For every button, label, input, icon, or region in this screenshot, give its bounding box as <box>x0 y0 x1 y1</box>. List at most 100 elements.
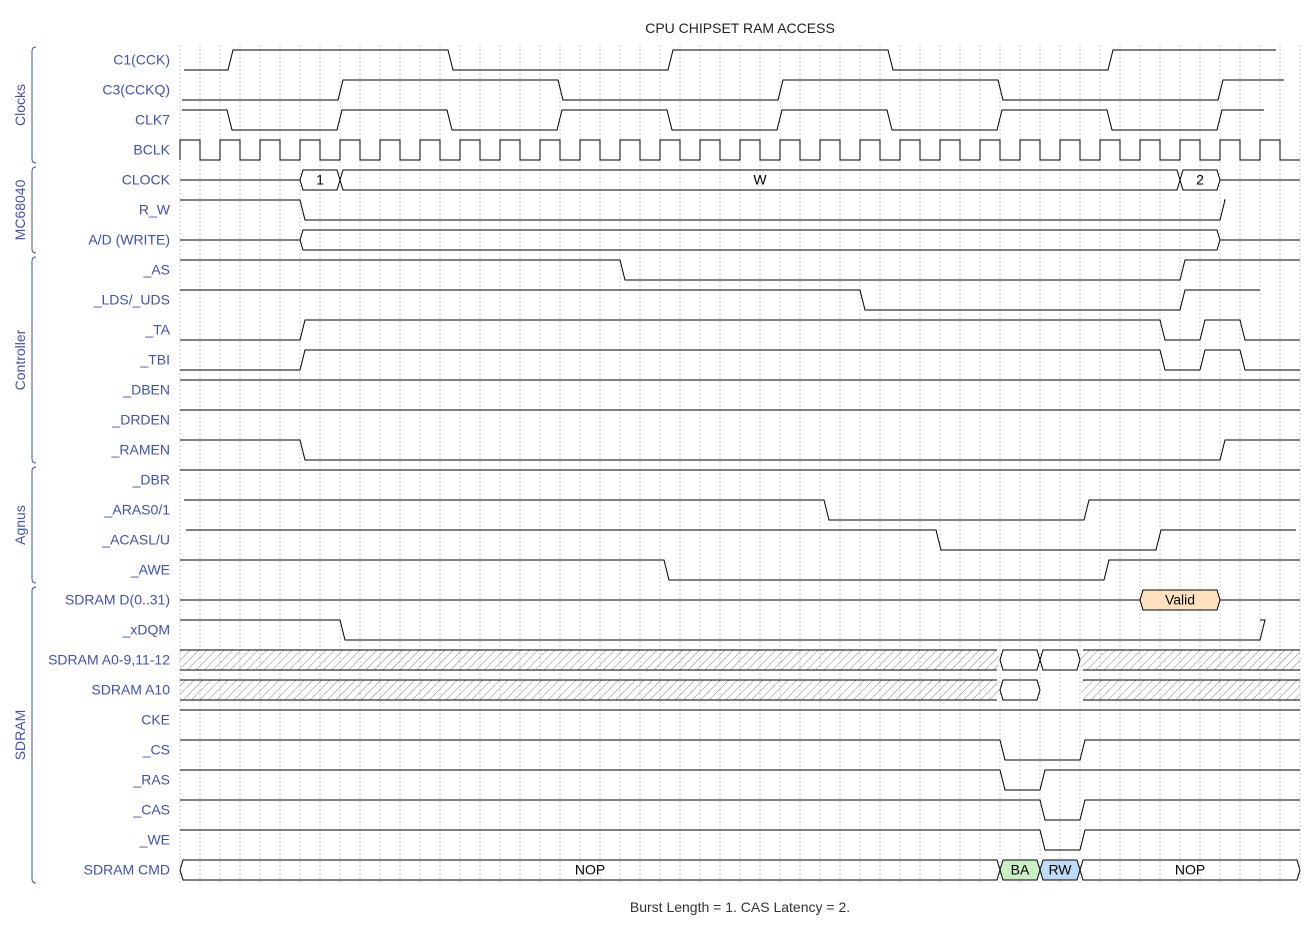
signal-trace <box>184 499 1300 521</box>
waveform-c1-cck <box>184 49 1276 71</box>
diagram-caption: Burst Length = 1. CAS Latency = 2. <box>630 899 850 915</box>
waveform-cs <box>180 739 1300 761</box>
signal-trace <box>180 349 1300 371</box>
signal-trace <box>180 319 1300 341</box>
bus-value-label: Valid <box>1165 592 1195 608</box>
signal-label-bclk: BCLK <box>133 142 170 158</box>
group-label: MC68040 <box>12 179 28 240</box>
bus-value-label: RW <box>1048 862 1072 878</box>
signal-groups: Clocks MC68040 Controller Agnus SDRAM <box>12 46 37 884</box>
waveform-sdram-a10 <box>180 679 1300 701</box>
bus-data-cell <box>1079 859 1301 881</box>
signal-label-dbr: _DBR <box>132 472 170 488</box>
signal-label-tbi: _TBI <box>139 352 170 368</box>
waveform-cas <box>180 799 1300 821</box>
signal-label-dben: _DBEN <box>122 382 170 398</box>
signal-label-sdram-cmd: SDRAM CMD <box>84 862 170 878</box>
signal-label-aras0-1: _ARAS0/1 <box>104 502 171 518</box>
signal-label-drden: _DRDEN <box>111 412 170 428</box>
signal-label-as: _AS <box>143 262 170 278</box>
signal-trace <box>180 199 1226 221</box>
signal-label-cs: _CS <box>142 742 170 758</box>
waveform-r-w <box>180 199 1226 221</box>
signal-trace <box>184 49 1276 71</box>
signal-label-acasl-u: _ACASL/U <box>101 532 170 548</box>
signal-label-c1-cck: C1(CCK) <box>113 52 170 68</box>
bus-undefined-region <box>180 650 1000 670</box>
signal-label-sdram-a0-9-11-12: SDRAM A0-9,11-12 <box>48 652 170 668</box>
waveform-bclk <box>179 139 1300 161</box>
bus-value-label: 2 <box>1196 172 1204 188</box>
signal-label-sdram-a10: SDRAM A10 <box>91 682 170 698</box>
signal-trace <box>180 829 1300 851</box>
signal-trace <box>180 799 1300 821</box>
signal-trace <box>180 739 1300 761</box>
signal-label-clock: CLOCK <box>122 172 171 188</box>
waveform-tbi <box>180 349 1300 371</box>
signal-label-r-w: R_W <box>139 202 171 218</box>
waveform-sdram-a0-9-11-12 <box>180 649 1300 671</box>
waveform-sdram-cmd: NOP BA RW NOP <box>179 859 1301 881</box>
signal-label-ta: _TA <box>144 322 170 338</box>
bus-value-label: 1 <box>316 172 324 188</box>
signal-trace <box>180 439 1300 461</box>
signal-label-xdqm: _xDQM <box>122 622 170 638</box>
waveform-acasl-u <box>186 529 1296 551</box>
group-bracket <box>31 256 37 464</box>
waveform-clk7 <box>182 109 1264 131</box>
waveform-xdqm <box>180 619 1266 641</box>
waveform-ta <box>180 319 1300 341</box>
group-label: Clocks <box>12 84 28 126</box>
bus-value-label: NOP <box>575 862 605 878</box>
signal-trace <box>180 559 1300 581</box>
waveform-we <box>180 829 1300 851</box>
signal-label-lds-uds: _LDS/_UDS <box>93 292 170 308</box>
bus-value-label: NOP <box>1175 862 1205 878</box>
waveform-lds-uds <box>180 289 1260 311</box>
group-bracket <box>31 586 37 884</box>
group-label: Controller <box>12 329 28 390</box>
signal-trace <box>180 769 1300 791</box>
waveform-aras0-1 <box>184 499 1300 521</box>
signal-trace <box>182 109 1264 131</box>
signal-labels: C1(CCK) C3(CCKQ) CLK7 BCLK CLOCK R_W A/D (WRIT… <box>48 52 171 878</box>
signal-label-clk7: CLK7 <box>135 112 170 128</box>
waveform-a-d-write <box>180 229 1300 251</box>
group-bracket <box>31 166 37 254</box>
waveform-awe <box>180 559 1300 581</box>
signal-label-we: _WE <box>139 832 170 848</box>
grid-lines <box>179 45 1301 885</box>
waveform-as <box>180 259 1300 281</box>
signal-label-ras: _RAS <box>132 772 170 788</box>
signal-label-sdram-d-0-31: SDRAM D(0..31) <box>65 592 170 608</box>
bus-undefined-region <box>1080 680 1300 700</box>
signal-label-cke: CKE <box>141 712 170 728</box>
signal-trace <box>180 259 1300 281</box>
bus-undefined-region <box>180 680 1000 700</box>
group-label: SDRAM <box>12 710 28 761</box>
group-bracket <box>31 46 37 164</box>
waveform-c3-cckq <box>182 79 1284 101</box>
bus-undefined-region <box>1080 650 1300 670</box>
bus-data-cell <box>999 679 1041 701</box>
signal-label-ramen: _RAMEN <box>111 442 170 458</box>
signal-label-c3-cckq: C3(CCKQ) <box>102 82 170 98</box>
signal-label-cas: _CAS <box>132 802 170 818</box>
bus-value-label: W <box>753 172 767 188</box>
waveform-ramen <box>180 439 1300 461</box>
waveforms: 1 W 2 Valid NOP BA RW NOP <box>179 49 1301 881</box>
diagram-title: CPU CHIPSET RAM ACCESS <box>645 20 835 36</box>
signal-trace <box>182 79 1284 101</box>
waveform-sdram-d-0-31: Valid <box>180 589 1300 611</box>
bus-value-label: BA <box>1011 862 1030 878</box>
group-bracket <box>31 466 37 584</box>
signal-trace <box>186 529 1296 551</box>
clock-trace <box>179 139 1300 161</box>
signal-label-awe: _AWE <box>130 562 170 578</box>
signal-trace <box>180 619 1266 641</box>
waveform-clock: 1 W 2 <box>180 169 1300 191</box>
group-label: Agnus <box>12 505 28 545</box>
signal-trace <box>180 289 1260 311</box>
signal-label-a-d-write: A/D (WRITE) <box>88 232 170 248</box>
